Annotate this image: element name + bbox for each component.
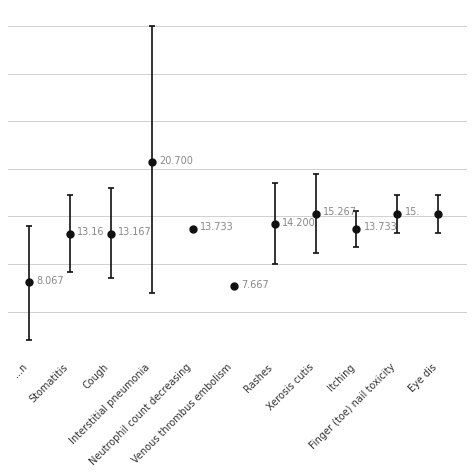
Text: 8.067: 8.067 — [36, 276, 64, 286]
Text: 7.667: 7.667 — [241, 280, 269, 290]
Text: 14.200: 14.200 — [282, 218, 316, 228]
Text: 15.267: 15.267 — [323, 208, 357, 218]
Text: 15.: 15. — [405, 208, 420, 218]
Text: 13.733: 13.733 — [364, 222, 398, 232]
Text: 13.167: 13.167 — [118, 228, 152, 237]
Text: 13.733: 13.733 — [200, 222, 234, 232]
Text: 13.16: 13.16 — [77, 228, 105, 237]
Text: 20.700: 20.700 — [159, 156, 193, 166]
